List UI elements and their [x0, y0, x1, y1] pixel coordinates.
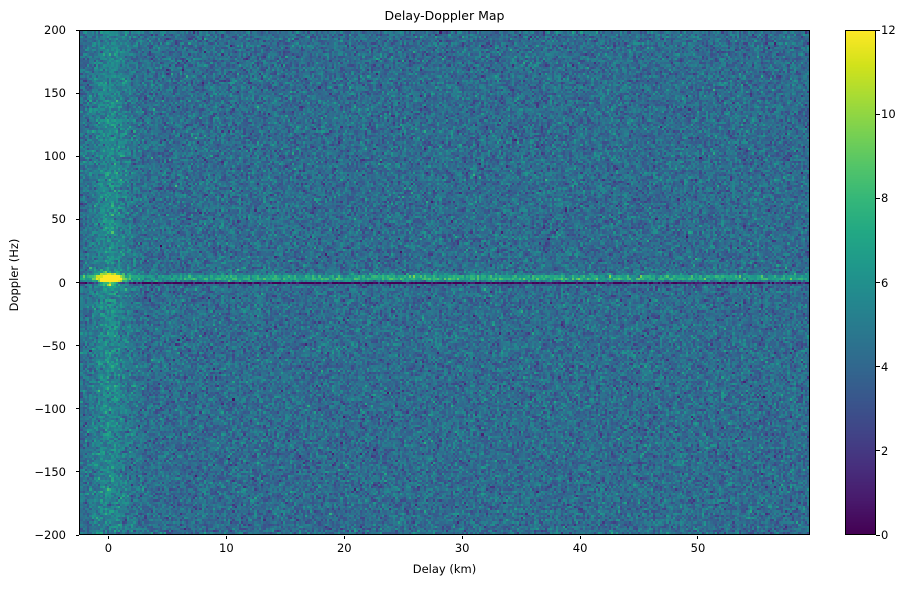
colorbar-tick-label-wrap: 6	[881, 277, 907, 289]
x-tick-label: 40	[572, 541, 588, 555]
colorbar-tick-label-wrap: 12	[881, 24, 907, 36]
x-tick-label-wrap: 20	[314, 541, 374, 555]
y-tick-label: 100	[44, 149, 66, 164]
x-tick-mark	[225, 535, 227, 539]
x-tick-label-wrap: 40	[550, 541, 610, 555]
y-tick-label: −100	[34, 401, 66, 416]
x-tick-mark	[343, 535, 345, 539]
colorbar-tick-label: 2	[881, 443, 889, 458]
y-tick-label: 0	[58, 275, 66, 290]
y-tick-mark	[75, 534, 79, 536]
y-tick-label-wrap: 150	[0, 87, 70, 99]
y-tick-mark	[75, 218, 79, 220]
y-tick-label-wrap: −150	[0, 466, 70, 478]
delay-doppler-heatmap-image	[80, 31, 809, 534]
y-tick-mark	[75, 155, 79, 157]
colorbar-tick-mark	[876, 534, 880, 536]
x-tick-mark	[579, 535, 581, 539]
x-tick-label: 10	[219, 541, 234, 555]
page-title: Delay-Doppler Map	[384, 8, 505, 23]
y-tick-label: −50	[41, 338, 66, 353]
y-tick-label-wrap: 100	[0, 150, 70, 162]
y-tick-label: −200	[34, 528, 66, 542]
y-tick-label: 200	[44, 23, 66, 37]
y-axis-label: Doppler (Hz)	[7, 238, 21, 312]
y-tick-label-wrap: −50	[0, 340, 70, 352]
y-tick-mark	[75, 408, 79, 410]
colorbar-tick-label: 10	[881, 107, 896, 122]
x-tick-label-wrap: 0	[78, 541, 138, 555]
colorbar-axes	[845, 30, 876, 535]
x-tick-label-wrap: 10	[196, 541, 256, 555]
y-tick-mark	[75, 92, 79, 94]
x-tick-mark	[697, 535, 699, 539]
colorbar-tick-label: 4	[881, 359, 889, 374]
y-tick-mark	[75, 282, 79, 283]
colorbar-tick-label: 0	[881, 528, 889, 542]
y-tick-label-wrap: 50	[0, 213, 70, 225]
y-tick-mark	[75, 29, 79, 31]
x-tick-label: 50	[690, 541, 706, 555]
y-tick-mark	[75, 345, 79, 347]
colorbar-tick-label: 8	[881, 191, 889, 206]
y-tick-mark	[75, 471, 79, 473]
x-tick-label-wrap: 30	[432, 541, 492, 555]
x-tick-mark	[461, 535, 463, 539]
y-tick-label: 150	[44, 86, 66, 101]
colorbar-tick-label-wrap: 8	[881, 192, 907, 204]
x-tick-label: 30	[454, 541, 470, 555]
y-tick-label: −150	[34, 464, 66, 479]
colorbar-tick-mark	[876, 113, 880, 115]
colorbar-tick-label-wrap: 0	[881, 529, 907, 541]
colorbar-tick-mark	[876, 282, 880, 283]
colorbar-tick-label: 6	[881, 275, 889, 290]
y-tick-label: 50	[51, 212, 66, 227]
x-axis-label: Delay (km)	[412, 562, 477, 576]
delay-doppler-heatmap-axes	[79, 30, 810, 535]
x-tick-label-wrap: 50	[668, 541, 728, 555]
colorbar-tick-label-wrap: 10	[881, 108, 907, 120]
colorbar-gradient	[846, 31, 875, 534]
y-tick-label-wrap: −200	[0, 529, 70, 541]
x-tick-label: 0	[104, 541, 113, 555]
colorbar-tick-mark	[876, 197, 880, 199]
colorbar-tick-mark	[876, 366, 880, 368]
colorbar-tick-mark	[876, 29, 880, 31]
colorbar-tick-label: 12	[881, 23, 896, 37]
colorbar-tick-mark	[876, 450, 880, 452]
colorbar-tick-label-wrap: 2	[881, 445, 907, 457]
y-tick-label-wrap: 200	[0, 24, 70, 36]
x-tick-label: 20	[336, 541, 352, 555]
x-tick-mark	[107, 535, 109, 539]
y-tick-label-wrap: −100	[0, 403, 70, 415]
y-tick-label-wrap: 0	[0, 277, 70, 289]
colorbar-tick-label-wrap: 4	[881, 361, 907, 373]
